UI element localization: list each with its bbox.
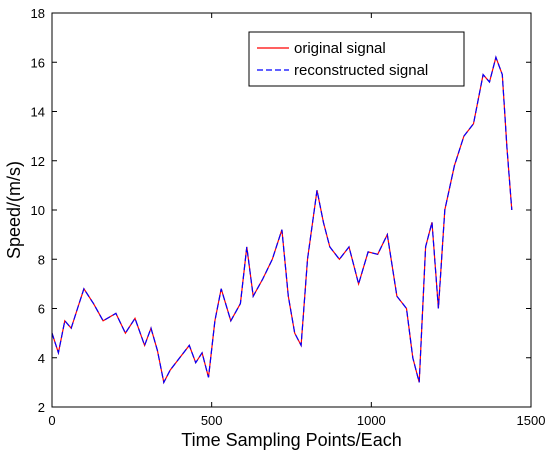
legend-label-reconstructed: reconstructed signal <box>294 62 428 79</box>
y-tick-label: 14 <box>31 105 45 120</box>
y-tick-label: 4 <box>38 351 45 366</box>
series-line-original <box>51 55 513 385</box>
legend: original signal reconstructed signal <box>248 31 465 87</box>
y-tick-label: 6 <box>38 302 45 317</box>
series-line-reconstructed <box>51 55 513 385</box>
legend-label-original: original signal <box>294 40 386 57</box>
y-tick-label: 18 <box>31 6 45 21</box>
x-tick-label: 500 <box>201 413 223 428</box>
x-axis-label: Time Sampling Points/Each <box>181 430 401 450</box>
y-axis-ticks: 2 4 6 8 10 12 14 16 18 <box>31 6 531 415</box>
y-tick-label: 8 <box>38 252 45 267</box>
y-tick-label: 10 <box>31 203 45 218</box>
x-tick-label: 1000 <box>357 413 386 428</box>
y-axis-label: Speed/(m/s) <box>4 161 24 259</box>
x-tick-label: 1500 <box>517 413 546 428</box>
x-axis-ticks: 0 500 1000 1500 <box>48 13 545 428</box>
y-tick-label: 16 <box>31 55 45 70</box>
y-tick-label: 12 <box>31 154 45 169</box>
x-tick-label: 0 <box>48 413 55 428</box>
y-tick-label: 2 <box>38 400 45 415</box>
series-layer <box>51 55 513 385</box>
legend-box <box>248 31 465 87</box>
